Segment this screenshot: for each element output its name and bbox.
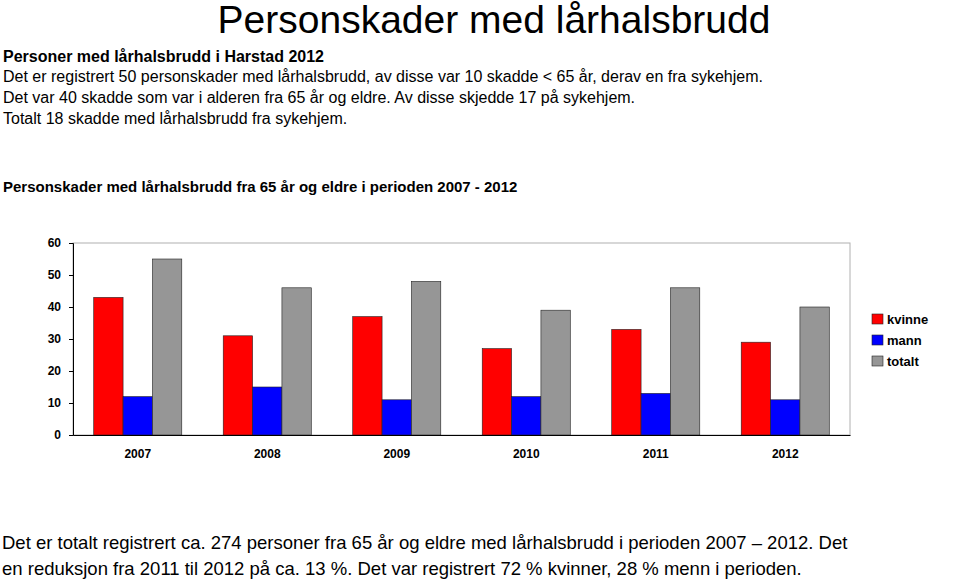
x-tick-label: 2012	[772, 447, 799, 461]
bar	[353, 317, 382, 435]
y-tick: 50	[48, 268, 73, 282]
y-tick-label: 40	[48, 300, 62, 314]
y-tick-label: 20	[48, 364, 62, 378]
x-axis: 2007 2008 2009 2010 2011 2012	[74, 435, 851, 461]
legend-swatch	[872, 335, 883, 345]
legend-swatch	[872, 356, 883, 366]
y-tick-mark	[69, 275, 73, 276]
x-tick: 2011	[643, 435, 669, 461]
legend-label: mann	[887, 333, 922, 348]
bar	[411, 281, 440, 435]
intro-line: Det er registrert 50 personskader med lå…	[3, 68, 763, 85]
page: Personskader med lårhalsbrudd Personer me…	[0, 0, 960, 581]
bar	[641, 393, 670, 435]
bar	[541, 310, 570, 435]
bar	[800, 307, 829, 435]
x-tick: 2010	[513, 435, 540, 461]
bar	[771, 400, 800, 435]
y-tick-mark	[69, 243, 73, 244]
bar	[612, 329, 641, 435]
y-tick-label: 50	[48, 268, 62, 282]
bar	[382, 400, 411, 435]
bar	[482, 349, 511, 435]
x-tick: 2012	[772, 435, 799, 461]
y-tick-label: 30	[48, 332, 62, 346]
bars	[94, 259, 830, 435]
legend-item: mann	[872, 333, 922, 348]
y-tick-mark	[69, 435, 73, 436]
y-tick-mark	[69, 403, 73, 404]
x-tick-label: 2007	[124, 447, 151, 461]
legend: kvinne mann totalt	[872, 312, 928, 369]
bar	[741, 342, 770, 435]
y-tick: 20	[48, 364, 73, 378]
intro-line: Det var 40 skadde som var i alderen fra …	[3, 89, 635, 106]
bar	[223, 336, 252, 435]
bar	[282, 288, 311, 435]
intro-line: Totalt 18 skadde med lårhalsbrudd fra sy…	[3, 110, 347, 127]
y-tick: 40	[48, 300, 73, 314]
x-tick-label: 2009	[383, 447, 410, 461]
y-tick-label: 10	[48, 396, 62, 410]
page-title: Personskader med lårhalsbrudd	[218, 0, 771, 41]
legend-item: kvinne	[872, 312, 928, 327]
legend-label: kvinne	[887, 312, 928, 327]
y-axis: 0 10 20 30 40 50 60	[48, 236, 74, 442]
bar	[512, 397, 541, 435]
chart-title: Personskader med lårhalsbrudd fra 65 år …	[3, 178, 517, 195]
heading: Personer med lårhalsbrudd i Harstad 2012	[3, 48, 324, 65]
footer-line: Det er totalt registrert ca. 274 persone…	[2, 532, 847, 553]
x-tick-label: 2008	[254, 447, 281, 461]
x-tick-label: 2011	[643, 447, 669, 461]
bar	[94, 297, 123, 435]
y-axis-line	[69, 244, 74, 436]
y-tick-label: 0	[54, 428, 61, 442]
plot-frame	[73, 243, 850, 435]
bar	[670, 288, 699, 435]
y-tick-label: 60	[48, 236, 62, 250]
y-tick: 60	[48, 236, 73, 250]
x-tick: 2007	[124, 435, 151, 461]
x-axis-line	[74, 435, 851, 436]
bar	[152, 259, 181, 435]
x-tick: 2008	[254, 435, 281, 461]
y-tick: 0	[54, 428, 73, 442]
y-tick: 10	[48, 396, 73, 410]
y-tick-mark	[69, 307, 73, 308]
legend-item: totalt	[872, 354, 919, 369]
legend-label: totalt	[887, 354, 919, 369]
x-tick-label: 2010	[513, 447, 540, 461]
bar	[253, 387, 282, 435]
y-tick: 30	[48, 332, 73, 346]
footer-line: en reduksjon fra 2011 til 2012 på ca. 13…	[2, 558, 802, 579]
bar	[123, 397, 152, 435]
x-tick: 2009	[383, 435, 410, 461]
y-tick-mark	[69, 339, 73, 340]
legend-swatch	[872, 314, 883, 324]
y-tick-mark	[69, 371, 73, 372]
